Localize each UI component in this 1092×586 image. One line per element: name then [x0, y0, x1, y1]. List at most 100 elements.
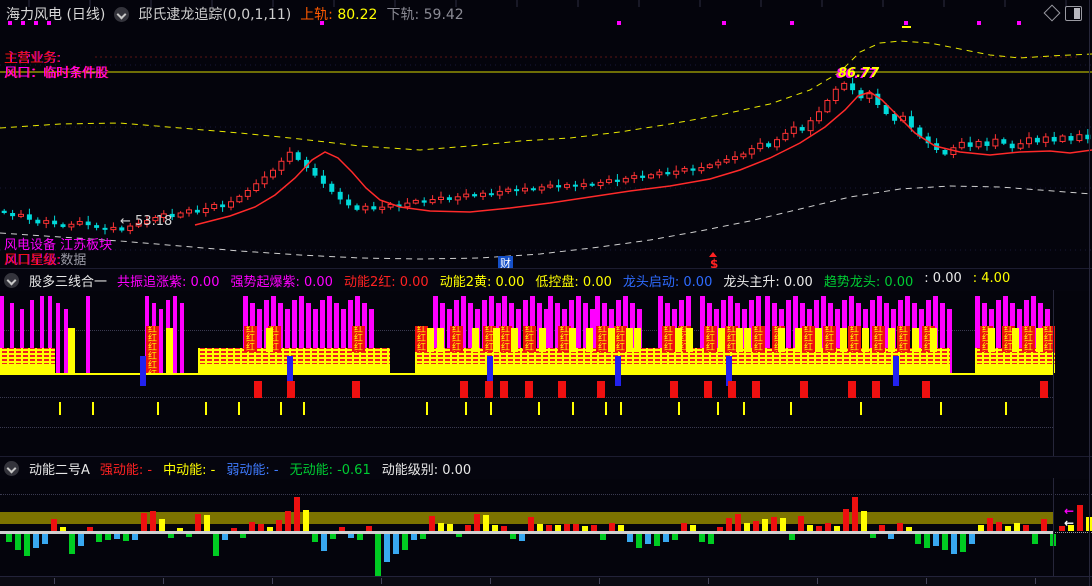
panel3-momentum-bar — [762, 519, 768, 531]
title-bar: 海力风电 (日线) 邱氏逮龙追踪(0,0,1,11) 上轨: 80.22 下轨:… — [0, 0, 1092, 28]
panel3-momentum-bar — [330, 534, 336, 539]
collapse-chevron-icon[interactable] — [114, 6, 130, 22]
time-axis[interactable] — [0, 576, 1092, 586]
panel2-field-5: 龙头启动: 0.00 — [622, 274, 713, 290]
panel3-momentum-bar — [789, 534, 795, 540]
panel2-field-2: 动能2红: 0.00 — [343, 274, 429, 290]
panel3-field-0: 强动能: - — [99, 462, 153, 478]
panel2-yellow-bar — [626, 328, 633, 352]
upper-band-value: 80.22 — [337, 7, 378, 23]
panel2-yellow-bar — [586, 328, 593, 352]
panel2-magenta-bar — [64, 309, 68, 373]
signal-dot — [617, 21, 621, 25]
panel3-momentum-bar — [429, 516, 435, 531]
panel2-blue-bar — [893, 356, 899, 386]
panel3-plot[interactable]: ← ← — [0, 478, 1092, 580]
panel2-magenta-bar — [947, 309, 952, 373]
panel3-momentum-bar — [465, 525, 471, 531]
signal-dot — [34, 21, 38, 25]
panel3-momentum-bar — [861, 511, 867, 531]
marked-high-label: 86.77 — [838, 66, 880, 81]
panel3-momentum-bar — [186, 534, 192, 537]
panel2-red-below-bar — [1040, 381, 1048, 398]
panel3-momentum-bar — [744, 523, 750, 531]
window-layout-icon[interactable] — [1065, 6, 1082, 21]
panel2-tick — [92, 402, 94, 415]
panel3-field-1: 中动能: - — [163, 462, 216, 478]
panel2-chevron-icon[interactable] — [4, 272, 19, 288]
panel3-momentum-bar — [87, 527, 93, 531]
panel3-momentum-bar — [834, 526, 840, 531]
panel3-indicator-values: 强动能: - 中动能: - 弱动能: - 无动能: -0.61 动能级别: 0.00 — [100, 459, 471, 478]
panel2-yellow-bar — [988, 328, 995, 352]
indicator-name[interactable]: 邱氏逮龙追踪(0,0,1,11) — [138, 7, 292, 23]
panel2-magenta-bar — [555, 303, 560, 373]
finance-event-marker[interactable]: 财 — [498, 256, 513, 271]
panel2-solid-band — [975, 364, 1055, 373]
panel2-magenta-bar — [919, 309, 924, 373]
panel2-magenta-bar — [299, 296, 304, 373]
white-left-arrow-icon[interactable]: ← — [1064, 516, 1075, 530]
panel3-name[interactable]: 动能二号A — [29, 462, 90, 478]
panel2-magenta-bar — [173, 296, 177, 373]
axis-tick — [1035, 578, 1036, 584]
hotspot-annotation: 风口：临时条件股 — [4, 66, 109, 81]
panel2-magenta-bar — [548, 296, 553, 373]
panel3-momentum-bar — [24, 534, 30, 556]
panel3-momentum-bar — [1068, 525, 1074, 531]
panel2-field-8: : 0.00 — [924, 270, 962, 286]
panel3-momentum-bar — [897, 523, 903, 531]
panel3-momentum-bar — [969, 534, 975, 544]
panel3-momentum-bar — [798, 516, 804, 531]
symbol-title[interactable]: 海力风电 (日线) — [6, 7, 106, 23]
panel2-tick — [426, 402, 428, 415]
panel2-magenta-bar — [975, 296, 980, 373]
panel2-magenta-bar — [544, 309, 549, 373]
panel2-magenta-bar — [159, 309, 163, 373]
panel3-momentum-bar — [672, 534, 678, 540]
dollar-event-marker[interactable]: $ — [710, 257, 719, 271]
panel2-name[interactable]: 股多三线合一 — [29, 274, 108, 290]
panel3-momentum-bar — [348, 534, 354, 538]
star-annotation: 风口星级:数据 — [4, 249, 86, 268]
panel2-plot[interactable]: 红红红红红 红红红 红红红 红红红 红红红 红红红 红红红 红红红 红红红 红红红 红红红 红红红 红红… — [0, 290, 1092, 456]
panel3-momentum-bar — [258, 524, 264, 531]
panel3-momentum-bar — [6, 534, 12, 542]
panel2-red-below-bar — [558, 381, 566, 398]
axis-tick — [926, 578, 927, 584]
panel2-red-below-bar — [500, 381, 508, 398]
panel2-tick — [205, 402, 207, 415]
panel2-magenta-bar — [583, 303, 588, 373]
axis-tick — [490, 578, 491, 584]
panel2-yellow-bar — [718, 328, 725, 352]
panel2-magenta-bar — [292, 300, 297, 373]
panel3-momentum-bar — [42, 534, 48, 544]
panel2-stripe-band — [415, 348, 950, 365]
panel3-momentum-bar — [438, 523, 444, 531]
main-price-chart[interactable] — [0, 0, 1092, 268]
panel2-yellow-bar — [539, 328, 546, 352]
panel3-momentum-bar — [771, 517, 777, 531]
panel2-tick — [59, 402, 61, 415]
panel3-momentum-bar — [843, 509, 849, 531]
axis-tick — [381, 578, 382, 584]
panel3-momentum-bar — [879, 525, 885, 531]
panel3-momentum-bar — [735, 514, 741, 531]
panel3-momentum-bar — [816, 526, 822, 531]
panel3-momentum-bar — [60, 527, 66, 531]
panel2-tick — [620, 402, 622, 415]
panel2-magenta-bar — [940, 303, 945, 373]
panel2-tick — [1005, 402, 1007, 415]
panel2-red-below-bar — [597, 381, 605, 398]
panel3-momentum-bar — [222, 534, 228, 540]
panel2-magenta-bar — [320, 300, 325, 373]
panel3-momentum-bar — [501, 526, 507, 531]
panel3-momentum-bar — [825, 523, 831, 531]
magenta-left-arrow-icon[interactable]: ← — [1064, 504, 1075, 518]
panel3-chevron-icon[interactable] — [4, 460, 19, 476]
